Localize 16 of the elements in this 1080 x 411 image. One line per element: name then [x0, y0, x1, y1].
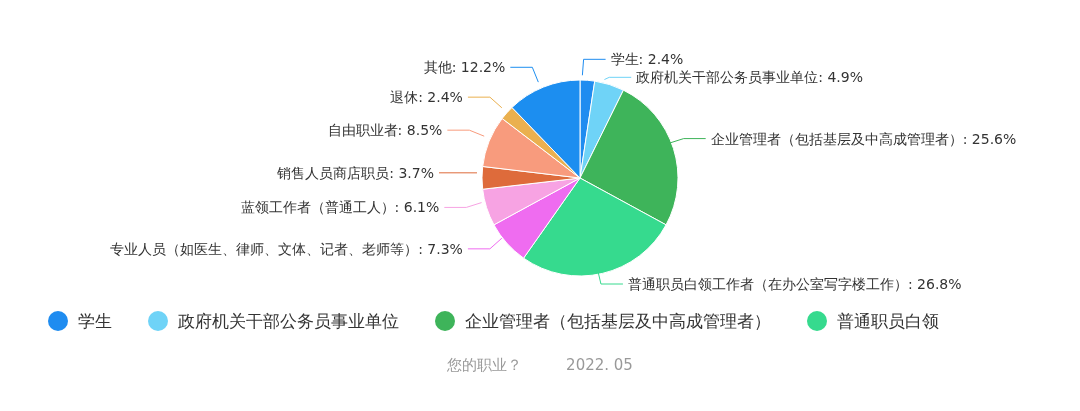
text: 您的职业？: [447, 356, 523, 374]
legend-label: 学生: [78, 309, 112, 333]
data-label: 其他: 12.2%: [423, 59, 506, 76]
data-label: 退休: 2.4%: [390, 89, 463, 106]
data-label: 政府机关干部公务员事业单位: 4.9%: [636, 69, 863, 86]
data-label: 企业管理者（包括基层及中高成管理者）: 25.6%: [710, 130, 1017, 147]
legend-label: 普通职员白领: [837, 309, 939, 333]
data-label: 蓝领工作者（普通工人）: 6.1%: [240, 199, 440, 216]
legend-label: 企业管理者（包括基层及中高成管理者）: [465, 309, 771, 333]
data-label: 普通职员白领工作者（在办公室写字楼工作）: 26.8%: [627, 276, 962, 293]
data-label: 专业人员（如医生、律师、文体、记者、老师等）: 7.3%: [110, 240, 463, 257]
data-label: 学生: 2.4%: [610, 51, 684, 68]
legend-label: 政府机关干部公务员事业单位: [178, 309, 399, 333]
data-label: 自由职业者: 8.5%: [327, 122, 443, 139]
data-label: 销售人员商店职员: 3.7%: [276, 164, 434, 181]
text: 2022. 05: [566, 356, 633, 374]
